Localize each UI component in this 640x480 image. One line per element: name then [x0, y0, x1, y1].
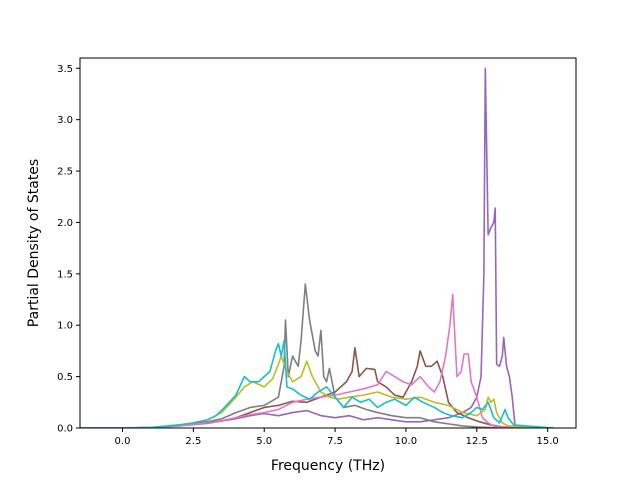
y-tick-label: 3.0 [57, 115, 73, 126]
x-axis: 0.0 2.5 5.0 7.5 10.0 12.5 15.0 [115, 428, 559, 447]
x-tick-label: 5.0 [256, 436, 272, 447]
series-line-2 [80, 283, 554, 428]
y-tick-label: 3.5 [57, 64, 73, 75]
y-axis: 0.0 0.5 1.0 1.5 2.0 2.5 3.0 3.5 [57, 64, 80, 435]
x-tick-label: 7.5 [327, 436, 343, 447]
y-tick-label: 0.0 [57, 424, 73, 435]
x-axis-label: Frequency (THz) [271, 458, 385, 474]
x-tick-label: 12.5 [466, 436, 488, 447]
y-tick-label: 1.5 [57, 269, 73, 280]
x-tick-label: 0.0 [115, 436, 131, 447]
x-tick-label: 2.5 [185, 436, 201, 447]
y-tick-label: 2.0 [57, 218, 73, 229]
x-tick-label: 15.0 [537, 436, 559, 447]
series-line-6 [80, 339, 554, 428]
y-tick-label: 0.5 [57, 372, 73, 383]
y-axis-label: Partial Density of States [26, 159, 42, 327]
y-tick-label: 1.0 [57, 321, 73, 332]
plot-frame [79, 57, 577, 429]
series-layer [80, 67, 554, 428]
series-line-1 [80, 67, 554, 428]
y-tick-label: 2.5 [57, 167, 73, 178]
series-line-4 [80, 293, 554, 428]
x-tick-label: 10.0 [395, 436, 417, 447]
